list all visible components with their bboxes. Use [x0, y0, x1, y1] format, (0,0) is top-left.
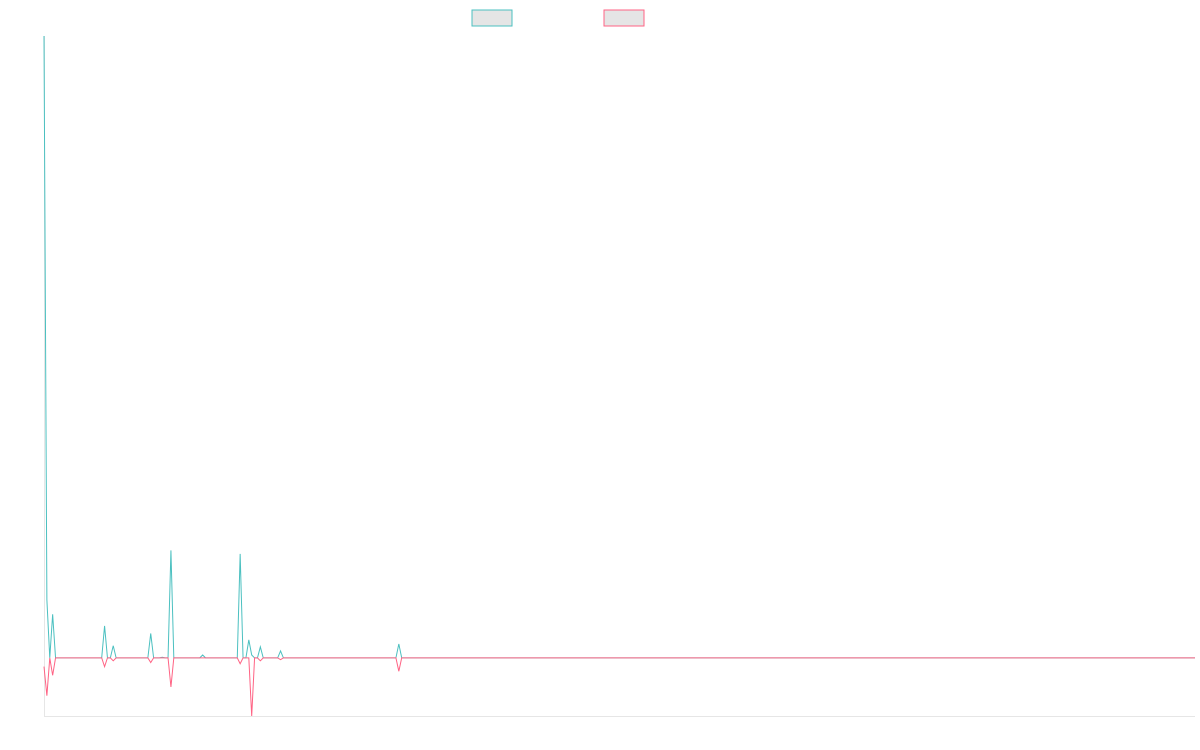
series-line-1	[43, 35, 1195, 659]
series-line-2	[43, 657, 1195, 717]
axes	[44, 36, 1195, 717]
plot-area	[43, 35, 1195, 717]
legend	[471, 9, 645, 27]
legend-swatch-series-1[interactable]	[471, 9, 513, 27]
legend-swatch-series-2[interactable]	[603, 9, 645, 27]
